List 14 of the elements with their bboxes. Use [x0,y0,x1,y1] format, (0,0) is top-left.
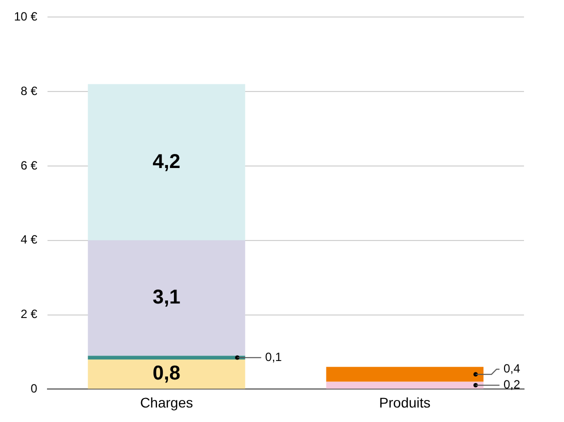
x-tick-label: Charges [140,394,193,410]
x-tick-label: Produits [379,394,431,410]
y-tick-label: 8 € [20,84,38,98]
y-tick-label: 0 [30,382,38,396]
y-tick-label: 6 € [20,158,38,172]
data-label: 0,2 [503,378,520,392]
y-tick-label: 4 € [20,232,38,247]
data-label: 3,1 [152,286,180,309]
data-label: 0,4 [503,362,520,376]
data-label: 0,1 [265,350,282,364]
data-label: 0,8 [152,362,180,385]
y-tick-label: 10 € [14,10,38,24]
y-tick-label: 2 € [20,307,38,322]
data-label: 4,2 [152,150,180,173]
